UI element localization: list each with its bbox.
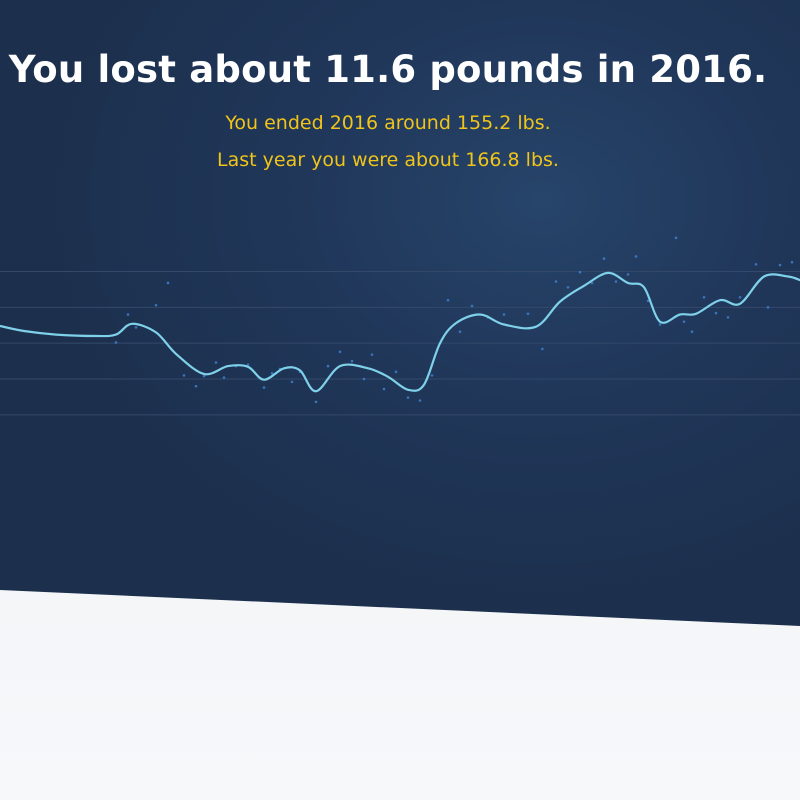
weight-point (290, 380, 294, 384)
weight-point (406, 396, 410, 399)
weight-point (726, 316, 730, 319)
weight-point (578, 270, 582, 274)
weight-point (166, 281, 170, 285)
weight-point (382, 387, 386, 391)
weight-point (458, 330, 462, 334)
weight-points (114, 236, 794, 404)
weight-point (634, 255, 638, 258)
ended-weight-text: You ended 2016 around 155.2 lbs. (225, 112, 551, 134)
weight-point (674, 236, 678, 240)
weight-point (430, 374, 434, 377)
page-title: You lost about 11.6 pounds in 2016. (8, 48, 768, 91)
weight-point (602, 257, 606, 260)
weight-point (154, 303, 158, 307)
weight-point (778, 263, 782, 267)
weight-point (526, 312, 530, 316)
weight-point (566, 285, 570, 289)
weight-point (262, 386, 266, 389)
weight-point (246, 363, 250, 366)
weight-point (114, 341, 118, 344)
weight-point (790, 260, 794, 264)
weight-point (314, 400, 318, 404)
weight-point (766, 306, 770, 309)
weight-point (646, 299, 650, 303)
weight-point (541, 347, 544, 351)
weight-point (714, 311, 718, 315)
weight-point (182, 374, 186, 377)
weight-point (658, 323, 662, 326)
weight-point (394, 370, 398, 374)
weight-point (754, 263, 758, 266)
weight-point (214, 361, 218, 364)
weight-point (470, 304, 474, 308)
weight-point (362, 377, 366, 381)
weight-point (202, 374, 206, 378)
grid-lines (0, 271, 800, 416)
weight-point (554, 280, 558, 283)
weight-point (126, 313, 130, 316)
weight-point (690, 330, 694, 334)
weight-point (626, 273, 630, 276)
weight-point (222, 376, 226, 379)
weight-point (738, 296, 742, 299)
weight-trend-line (0, 271, 800, 393)
weight-series-line (0, 271, 800, 393)
weight-point (446, 298, 450, 302)
weight-point (418, 399, 422, 402)
weight-point (270, 371, 274, 375)
weight-point (326, 364, 330, 368)
last-year-weight-text: Last year you were about 166.8 lbs. (217, 149, 559, 171)
weight-point (194, 384, 198, 388)
weight-point (614, 280, 618, 283)
weight-point (702, 296, 706, 299)
weight-point (350, 359, 354, 363)
weight-point (370, 353, 374, 356)
weight-point (338, 350, 342, 354)
weight-point (682, 320, 686, 323)
weight-point (502, 313, 506, 316)
weight-point (134, 326, 138, 329)
